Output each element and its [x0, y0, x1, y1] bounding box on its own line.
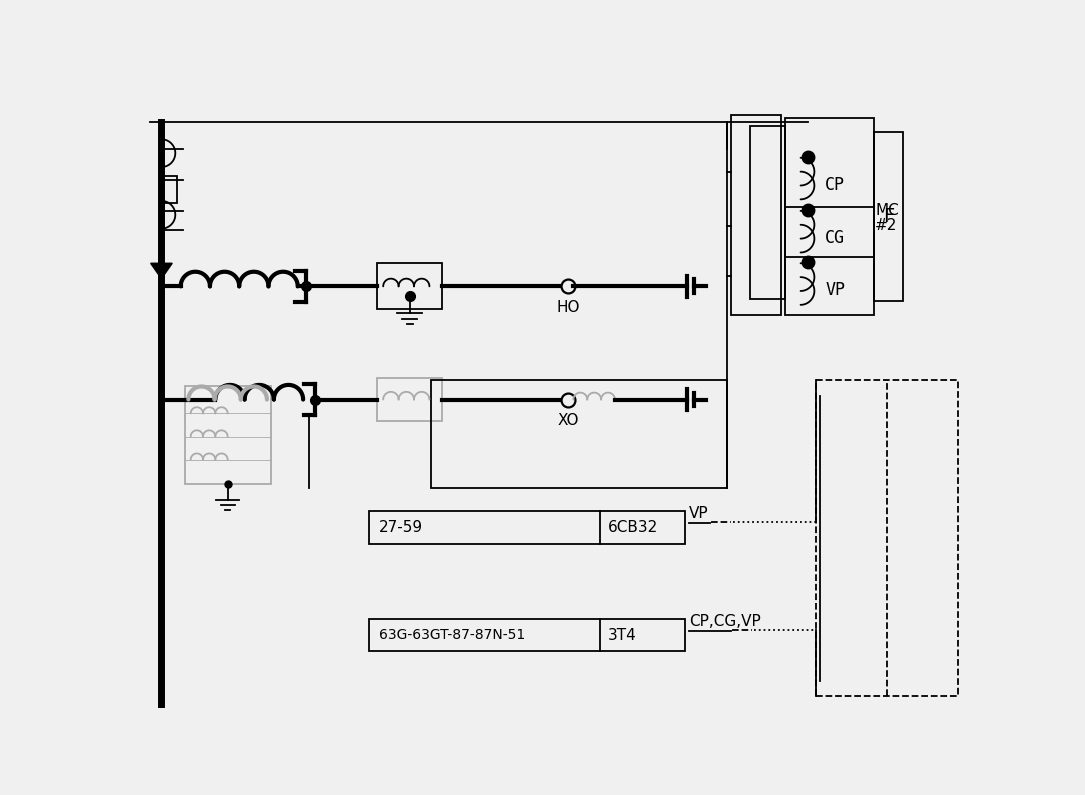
Bar [378, 378, 443, 421]
Text: HO: HO [557, 301, 579, 316]
Text: XO: XO [558, 413, 578, 429]
Bar [184, 386, 271, 484]
Text: VP: VP [689, 506, 709, 522]
Text: CP,CG,VP: CP,CG,VP [689, 614, 761, 629]
Bar [873, 132, 903, 301]
Bar [369, 619, 685, 651]
Text: F: F [883, 207, 894, 226]
Bar [431, 380, 727, 488]
Text: 27-59: 27-59 [379, 520, 423, 535]
Text: MC: MC [876, 203, 899, 218]
Bar [378, 263, 443, 309]
Text: VP: VP [826, 281, 845, 299]
Text: CP: CP [826, 176, 845, 194]
Text: 6CB32: 6CB32 [608, 520, 659, 535]
Bar [816, 380, 958, 696]
Bar [159, 176, 177, 204]
Bar [369, 511, 685, 544]
Text: CG: CG [826, 229, 845, 247]
Bar [731, 114, 781, 315]
Bar [751, 126, 786, 300]
Text: #2: #2 [876, 219, 897, 234]
Polygon shape [151, 263, 173, 279]
Bar [786, 118, 873, 315]
Text: 63G-63GT-87-87N-51: 63G-63GT-87-87N-51 [379, 628, 525, 642]
Text: 3T4: 3T4 [608, 628, 637, 642]
